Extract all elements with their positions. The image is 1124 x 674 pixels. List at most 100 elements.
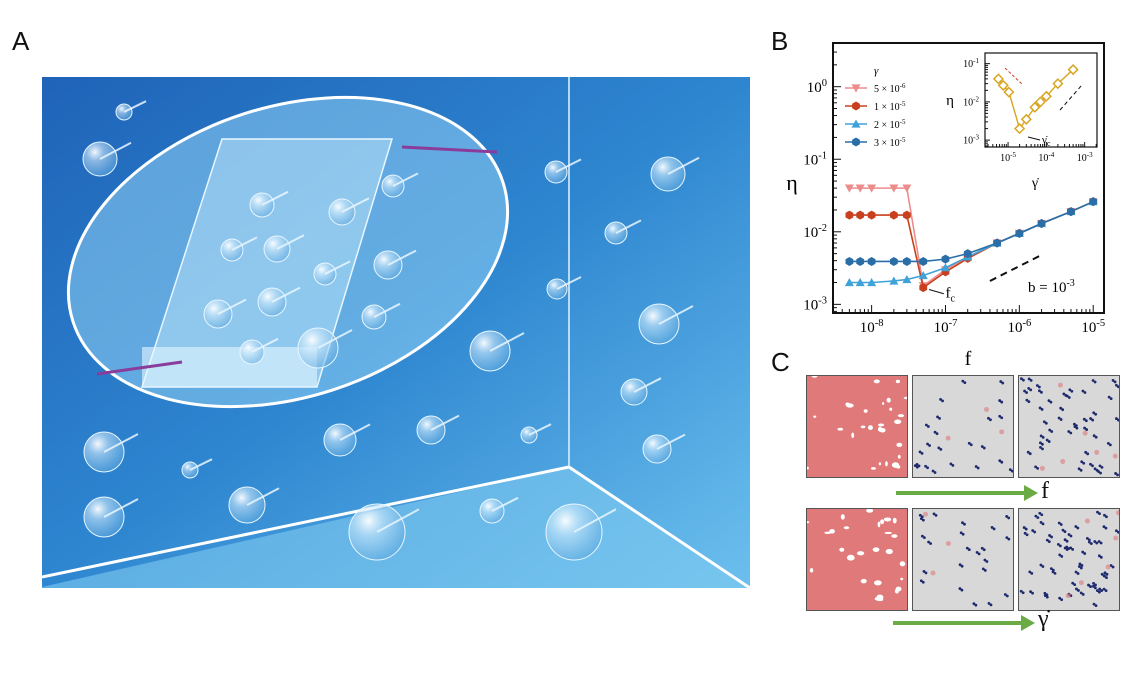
defect [1034, 465, 1038, 469]
data-point [1015, 228, 1024, 238]
defect [1063, 530, 1067, 534]
defect [917, 464, 921, 468]
defect [1007, 537, 1011, 541]
y-tick-label: 10-3 [803, 296, 827, 314]
defect [915, 463, 919, 466]
defect [1045, 438, 1049, 442]
velocity-arrow [276, 234, 305, 250]
defect [919, 517, 923, 520]
exponent: -3 [973, 134, 979, 142]
defect [1000, 460, 1004, 464]
exponent: -5 [900, 118, 906, 126]
x-tick-label: 10-8 [860, 318, 884, 336]
defect [1027, 400, 1031, 403]
velocity-arrow [556, 276, 582, 290]
defect [1060, 598, 1064, 602]
defect [932, 512, 936, 516]
data-point [889, 184, 899, 193]
defect [1041, 522, 1045, 526]
defect [1042, 420, 1046, 424]
defect [1023, 531, 1027, 535]
void [874, 581, 881, 584]
defect [1027, 386, 1031, 390]
inset-data-point [1003, 86, 1015, 98]
data-point [889, 210, 898, 220]
y-tick-label: 10-1 [803, 150, 827, 168]
defect [1040, 390, 1043, 394]
void [892, 517, 897, 524]
void [895, 379, 900, 384]
defect [1047, 399, 1051, 403]
void [897, 414, 905, 418]
velocity-arrow [271, 286, 301, 303]
b-annotation: b = 10-3 [1028, 278, 1075, 296]
data-point [1089, 197, 1098, 207]
data-point [1067, 207, 1075, 217]
exponent: -6 [1022, 318, 1031, 329]
defect [1097, 590, 1101, 594]
void [851, 432, 855, 439]
data-point [1037, 219, 1046, 229]
defect [1047, 540, 1051, 544]
inset-data-point [992, 73, 1004, 85]
inset-data-point [1052, 78, 1064, 90]
defect [1114, 529, 1118, 533]
defect [1067, 547, 1071, 550]
data-point [963, 249, 972, 259]
defect [1049, 400, 1053, 404]
defect [918, 513, 922, 517]
defect [1001, 381, 1005, 385]
defect [1100, 572, 1104, 576]
defect [1079, 566, 1083, 570]
defect [1091, 464, 1094, 468]
defect [1073, 583, 1077, 587]
defect [1114, 472, 1118, 475]
defect [1111, 379, 1115, 382]
defect [959, 531, 963, 535]
defect [992, 527, 996, 531]
snapshot-particles [805, 374, 910, 470]
velocity-arrow [573, 508, 617, 533]
void [878, 462, 882, 466]
velocity-arrow [667, 156, 700, 175]
velocity-arrow [430, 414, 460, 431]
defect [958, 587, 962, 590]
void [894, 588, 899, 594]
defect [963, 522, 966, 526]
defect [1071, 547, 1075, 551]
legend-marker [851, 84, 861, 93]
defect [960, 564, 964, 568]
void [903, 396, 910, 400]
defect [1074, 525, 1078, 528]
defect [1070, 389, 1074, 393]
defect [965, 546, 969, 550]
defect [961, 521, 964, 525]
void [876, 598, 884, 602]
legend-entry: 2 × 10-5 [874, 118, 906, 131]
void [845, 402, 850, 407]
defect [985, 560, 989, 563]
void [804, 521, 810, 524]
defect [1104, 589, 1108, 592]
defect [1029, 379, 1033, 382]
defect [918, 450, 922, 454]
defect [1023, 389, 1026, 393]
defect [1071, 581, 1075, 585]
defect [1059, 418, 1063, 421]
void [846, 554, 855, 561]
defect [1105, 572, 1109, 576]
void [813, 415, 817, 418]
data-point [919, 256, 928, 266]
exponent: -5 [900, 100, 906, 108]
defect [1092, 411, 1096, 415]
defect [1028, 452, 1032, 456]
x-tick-label: 10-6 [1007, 318, 1031, 336]
disorder-spot [930, 570, 936, 576]
defect [1083, 391, 1087, 394]
defect [1003, 593, 1007, 596]
exponent: -2 [818, 223, 827, 234]
defect [1081, 593, 1085, 596]
defect [1058, 544, 1062, 548]
data-point [889, 256, 898, 266]
defect [1041, 447, 1044, 451]
